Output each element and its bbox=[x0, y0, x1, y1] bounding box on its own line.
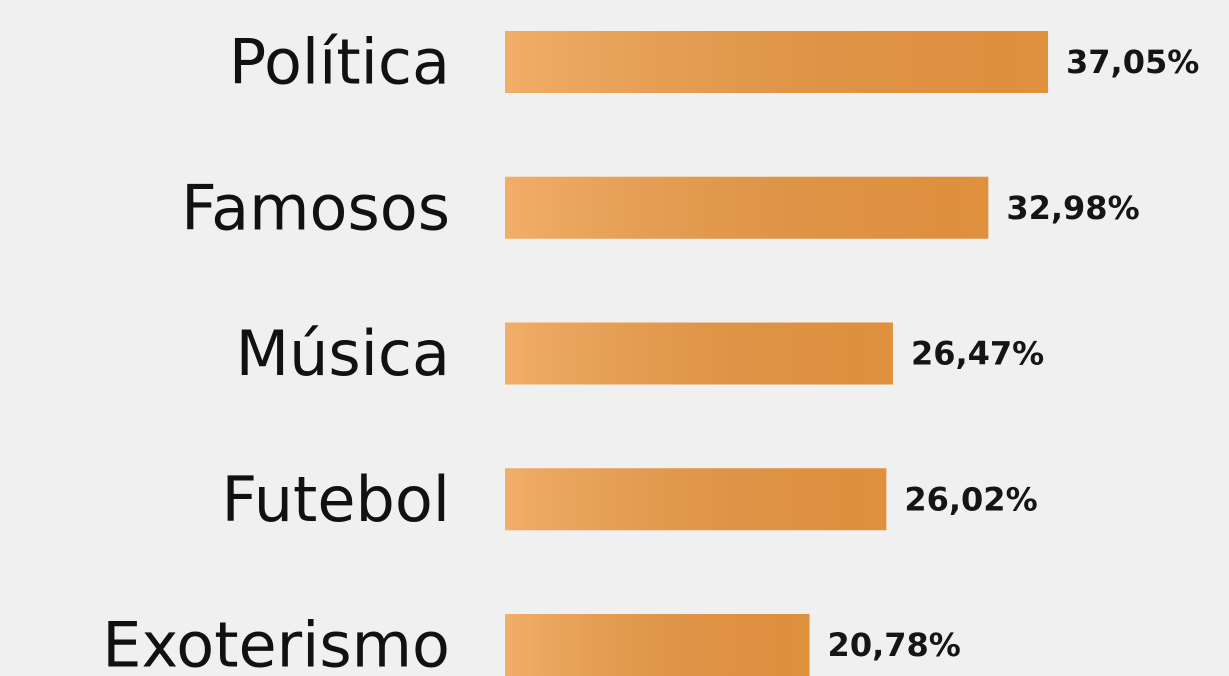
value-label: 32,98% bbox=[1006, 189, 1139, 227]
bar-shade bbox=[505, 614, 810, 676]
category-label: Exoterismo bbox=[102, 609, 450, 676]
value-label: 26,02% bbox=[904, 480, 1037, 518]
value-label: 26,47% bbox=[911, 335, 1044, 373]
bar-shade bbox=[505, 322, 893, 385]
bar-shade bbox=[505, 468, 887, 531]
category-label: Música bbox=[236, 317, 450, 390]
category-label: Futebol bbox=[221, 463, 450, 536]
category-label: Política bbox=[229, 26, 450, 99]
bar-shade bbox=[505, 176, 989, 239]
value-label: 37,05% bbox=[1066, 43, 1199, 81]
bar-shade bbox=[505, 31, 1048, 93]
category-label: Famosos bbox=[181, 171, 450, 244]
value-label: 20,78% bbox=[828, 626, 961, 664]
